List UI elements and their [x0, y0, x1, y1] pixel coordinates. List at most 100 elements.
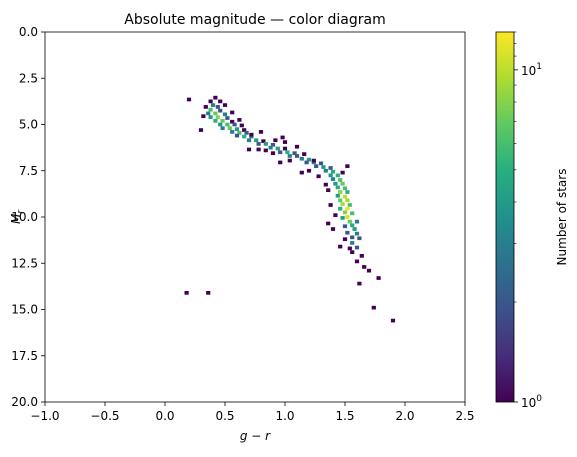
heatmap-bin: [347, 246, 352, 251]
heatmap-bin: [206, 291, 211, 295]
heatmap-bin: [237, 118, 242, 122]
colorbar-ticks: 100 101: [514, 31, 542, 410]
heatmap-bin: [239, 123, 244, 128]
heatmap-bin: [328, 203, 333, 207]
heatmap-bin: [246, 138, 252, 143]
heatmap-bin: [333, 213, 338, 217]
heatmap-bin: [340, 170, 345, 175]
heatmap-bin: [314, 164, 319, 168]
x-tick-label: 1.0: [275, 409, 294, 423]
heatmap-bin: [335, 193, 340, 198]
heatmap-bin: [258, 130, 264, 134]
heatmap-bin: [186, 97, 192, 102]
colorbar-frame: [495, 31, 515, 403]
heatmap-bin: [234, 133, 240, 138]
heatmap-bin: [215, 115, 220, 119]
x-tick-label: 2.5: [455, 409, 474, 423]
heatmap-bin: [321, 165, 326, 169]
heatmap-bin: [278, 150, 283, 155]
heatmap-bin: [203, 105, 208, 109]
x-axis-label-text: g − r: [240, 429, 271, 443]
y-tick-label: 10.0: [11, 210, 38, 224]
heatmap-bin: [350, 211, 355, 216]
heatmap-bin: [362, 265, 367, 269]
y-tick-label: 15.0: [11, 303, 38, 317]
heatmap-bin: [350, 235, 355, 240]
heatmap-bin: [340, 181, 345, 186]
heatmap-bin: [225, 116, 230, 120]
heatmap-bin: [232, 122, 237, 127]
y-tick-label: 20.0: [11, 395, 38, 409]
heatmap-bin: [338, 190, 343, 194]
colorbar-label: Number of stars: [555, 169, 569, 266]
heatmap-bin: [222, 103, 228, 107]
heatmap-bin: [345, 206, 350, 211]
x-tick-label: 1.5: [335, 409, 354, 423]
heatmap-bin: [340, 216, 345, 220]
heatmap-bin: [328, 173, 333, 178]
heatmap-bin: [347, 203, 352, 207]
heatmap-bin: [345, 230, 350, 235]
heatmap-bin: [273, 138, 278, 143]
heatmap-bin: [354, 259, 360, 264]
heatmap-bins: [184, 95, 396, 323]
y-axis-label: Mr: [9, 209, 26, 224]
x-axis-label: g − r: [240, 429, 271, 443]
heatmap-bin: [278, 160, 283, 165]
heatmap-bin: [242, 134, 247, 139]
heatmap-bin: [294, 144, 300, 149]
heatmap-bin: [213, 111, 218, 116]
heatmap-bin: [254, 138, 259, 143]
heatmap-bin: [326, 188, 331, 193]
heatmap-bin: [280, 135, 285, 140]
heatmap-bin: [230, 119, 235, 124]
heatmap-bin: [354, 231, 360, 236]
heatmap-bin: [342, 186, 348, 191]
x-tick-label: 0.5: [215, 409, 234, 423]
heatmap-bin: [299, 156, 304, 161]
colorbar-tick-label: 100: [521, 394, 542, 410]
y-axis: 0.0 2.5 5.0 7.5 10.0 12.5 15.0 17.5 20.0: [11, 25, 45, 409]
heatmap-bin: [268, 145, 273, 150]
heatmap-bin: [244, 130, 249, 135]
y-axis-label-subscript: r: [16, 209, 26, 214]
x-tick-label: 0.0: [155, 409, 174, 423]
heatmap-bin: [184, 291, 189, 295]
heatmap-bin: [323, 182, 328, 187]
heatmap-bin: [316, 174, 321, 179]
y-tick-label: 17.5: [11, 349, 38, 363]
heatmap-bin: [206, 111, 211, 116]
colorbar: 100 101 Number of stars: [495, 31, 569, 410]
heatmap-bin: [306, 157, 312, 162]
heatmap-bin: [225, 122, 230, 127]
heatmap-bin: [306, 168, 312, 173]
heatmap-bin: [328, 166, 333, 170]
heatmap-bin: [227, 126, 232, 131]
x-tick-label: −1.0: [30, 409, 59, 423]
heatmap-bin: [242, 128, 247, 132]
heatmap-bin: [230, 110, 235, 115]
heatmap-bin: [342, 224, 348, 229]
colorbar-gradient: [496, 32, 514, 402]
heatmap-bin: [345, 215, 350, 219]
heatmap-bin: [342, 237, 348, 242]
heatmap-bin: [208, 99, 213, 104]
heatmap-bin: [354, 219, 360, 224]
heatmap-bin: [234, 127, 240, 131]
y-tick-label: 0.0: [19, 25, 38, 39]
heatmap-bin: [282, 140, 288, 144]
heatmap-bin: [218, 122, 223, 127]
heatmap-bin: [218, 99, 223, 104]
heatmap-bin: [285, 150, 290, 155]
heatmap-bin: [282, 146, 288, 151]
heatmap-bin: [256, 147, 261, 152]
heatmap-bin: [230, 130, 235, 134]
heatmap-bin: [246, 147, 252, 152]
heatmap-bin: [357, 236, 362, 241]
heatmap-bin: [215, 105, 220, 109]
y-tick-label: 5.0: [19, 118, 38, 132]
heatmap-bin: [318, 161, 324, 166]
heatmap-bin: [287, 158, 292, 163]
heatmap-bin: [333, 181, 338, 186]
